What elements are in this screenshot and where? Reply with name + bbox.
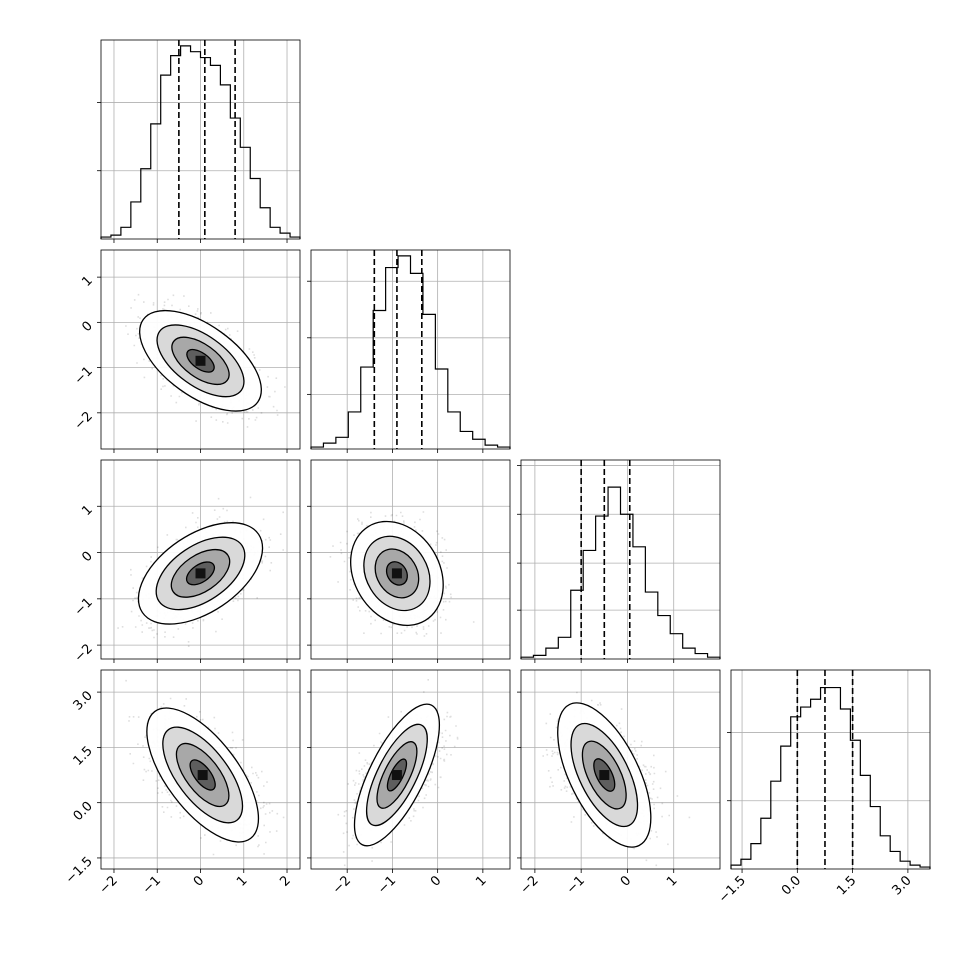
panel-border [730, 669, 931, 870]
scatter-panel-3-4: −2 −1 0 1 [517, 669, 721, 897]
panel-plot-area [101, 670, 300, 869]
panel-background [311, 250, 510, 449]
panel-plot-area [101, 460, 300, 659]
y-tick-label: 1 [79, 503, 95, 519]
y-tick-label: 1.5 [71, 744, 96, 769]
density-peak [195, 355, 206, 366]
panel-plot-area [101, 250, 300, 449]
x-tick-label: 1 [234, 873, 250, 889]
x-tick-label: 0.0 [779, 873, 804, 898]
histogram-step-line [310, 255, 511, 449]
panel-plot-area [521, 670, 720, 869]
histogram-panel-4: −1.5 0.0 1.5 3.0 [716, 669, 931, 906]
x-tick-label: 1 [664, 873, 680, 889]
x-tick-label: −1.5 [716, 873, 749, 906]
histogram-panel-3 [517, 459, 721, 663]
x-tick-label: −1 [375, 873, 399, 897]
y-tick-label: −1.5 [63, 854, 96, 887]
x-tick-label: 0 [428, 873, 444, 889]
x-tick-label: 0 [618, 873, 634, 889]
x-tick-label: −1 [140, 873, 164, 897]
panel-border [310, 459, 511, 660]
density-peak [197, 770, 208, 781]
panel-border [520, 669, 721, 870]
panel-background [731, 670, 930, 869]
scatter-panel-1-4: −2 −1 0 1 2 −1.5 0.0 1.5 3.0 [63, 669, 301, 897]
y-tick-label: 3.0 [71, 688, 96, 713]
x-tick-label: −1 [564, 873, 588, 897]
x-tick-label: −2 [518, 873, 542, 897]
scatter-panel-2-4: −2 −1 0 1 [307, 669, 511, 897]
density-peak [599, 770, 610, 781]
y-tick-label: 0 [79, 549, 95, 565]
histogram-step-line [520, 486, 721, 659]
x-tick-label: 0 [191, 873, 207, 889]
density-peak [391, 568, 402, 579]
y-tick-label: −1 [72, 595, 96, 619]
scatter-panel-1-2: −2 −1 0 1 [72, 249, 301, 453]
x-tick-label: 1.5 [834, 873, 859, 898]
histogram-step-line [100, 45, 301, 239]
y-tick-label: −2 [72, 641, 96, 665]
y-tick-label: 0 [79, 319, 95, 335]
panel-border [520, 459, 721, 660]
y-tick-label: −1 [72, 364, 96, 388]
panel-border [310, 249, 511, 450]
density-peak [391, 770, 402, 781]
x-tick-label: 3.0 [889, 873, 914, 898]
density-peak [195, 568, 206, 579]
histogram-panel-2 [307, 249, 511, 453]
x-tick-label: 1 [473, 873, 489, 889]
scatter-panel-2-3 [307, 459, 511, 663]
x-tick-label: −2 [330, 873, 354, 897]
panel-plot-area [311, 460, 510, 659]
y-tick-label: 0.0 [71, 799, 96, 824]
y-tick-label: 1 [79, 273, 95, 289]
panel-plot-area [311, 670, 510, 869]
x-tick-label: −2 [97, 873, 121, 897]
scatter-panel-1-3: −2 −1 0 1 [72, 459, 301, 666]
x-tick-label: 2 [277, 873, 293, 889]
panel-border [310, 669, 511, 870]
histogram-panel-1 [97, 39, 301, 243]
histogram-step-line [730, 686, 931, 869]
y-tick-label: −2 [72, 409, 96, 433]
